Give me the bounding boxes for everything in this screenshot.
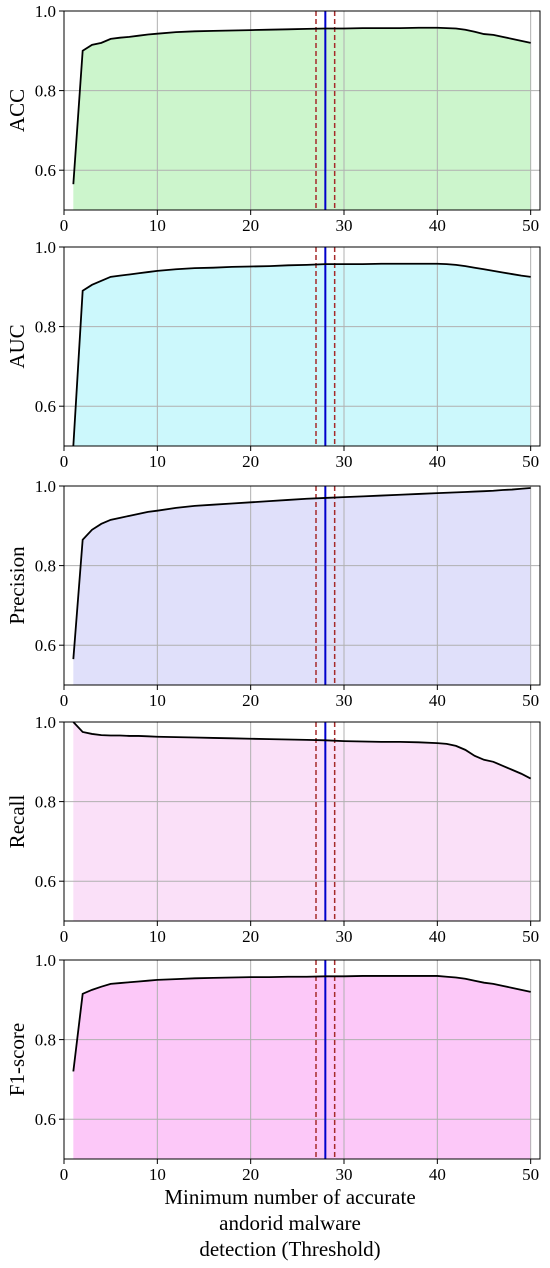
x-tick-label: 20 xyxy=(242,1165,259,1184)
x-tick-label: 0 xyxy=(60,927,69,946)
x-tick-label: 20 xyxy=(242,452,259,471)
area-fill xyxy=(73,27,531,210)
y-axis-title: ACC xyxy=(5,89,29,132)
y-tick-label: 0.6 xyxy=(35,872,56,891)
y-tick-label: 0.8 xyxy=(35,82,56,101)
x-tick-label: 0 xyxy=(60,216,69,235)
x-tick-label: 20 xyxy=(242,216,259,235)
y-tick-label: 0.6 xyxy=(35,1110,56,1129)
y-tick-label: 0.8 xyxy=(35,793,56,812)
area-fill xyxy=(73,722,531,921)
x-axis-title: Minimum number of accurate andorid malwa… xyxy=(164,1185,415,1261)
panel-1: 0 10 20 30 40 50 0.6 0.8 1.0 ACC xyxy=(5,2,541,235)
y-tick-label: 1.0 xyxy=(35,238,56,257)
x-tick-label: 50 xyxy=(522,1165,539,1184)
series-line xyxy=(72,26,531,185)
axes-frame xyxy=(63,959,541,1160)
x-tick-label: 20 xyxy=(242,691,259,710)
panel-4: 0 10 20 30 40 50 0.6 0.8 1.0 Recall xyxy=(5,713,541,946)
panel-5: 0 10 20 30 40 50 0.6 0.8 1.0 F1-score xyxy=(5,951,541,1184)
area-fill xyxy=(73,975,531,1159)
y-axis-title: Precision xyxy=(5,546,29,625)
y-tick-label: 1.0 xyxy=(35,477,56,496)
x-tick-label: 0 xyxy=(60,691,69,710)
x-tick-label: 20 xyxy=(242,927,259,946)
axes-frame xyxy=(63,10,541,211)
x-tick-label: 50 xyxy=(522,927,539,946)
axes-frame xyxy=(63,721,541,922)
x-tick-label: 30 xyxy=(336,691,353,710)
y-tick-label: 1.0 xyxy=(35,2,56,21)
x-tick-label: 30 xyxy=(336,452,353,471)
x-tick-label: 10 xyxy=(149,691,166,710)
x-tick-label: 30 xyxy=(336,927,353,946)
panels: 0 10 20 30 40 50 0.6 0.8 1.0 ACC 0 10 20 30 40 50 0.6 0.8… xyxy=(5,2,541,1184)
x-axis-title-line-1: Minimum number of accurate xyxy=(164,1185,415,1209)
x-tick-label: 50 xyxy=(522,216,539,235)
panel-3: 0 10 20 30 40 50 0.6 0.8 1.0 Precision xyxy=(5,477,541,710)
series-line xyxy=(72,975,531,1072)
area-fill xyxy=(73,487,531,685)
x-tick-label: 0 xyxy=(60,452,69,471)
x-tick-label: 10 xyxy=(149,1165,166,1184)
y-tick-label: 1.0 xyxy=(35,713,56,732)
series-line xyxy=(72,262,531,447)
x-axis-title-line-2: andorid malware xyxy=(219,1211,361,1235)
x-tick-label: 30 xyxy=(336,1165,353,1184)
series-line xyxy=(72,487,531,660)
x-tick-label: 30 xyxy=(336,216,353,235)
axes-frame xyxy=(63,485,541,686)
y-tick-label: 0.8 xyxy=(35,557,56,576)
y-tick-label: 0.8 xyxy=(35,318,56,337)
x-tick-label: 40 xyxy=(429,1165,446,1184)
area-fill xyxy=(73,263,531,446)
x-tick-label: 0 xyxy=(60,1165,69,1184)
x-tick-label: 10 xyxy=(149,452,166,471)
x-tick-label: 40 xyxy=(429,216,446,235)
panel-2: 0 10 20 30 40 50 0.6 0.8 1.0 AUC xyxy=(5,238,541,471)
x-tick-label: 50 xyxy=(522,691,539,710)
y-axis-title: Recall xyxy=(5,795,29,849)
x-tick-label: 40 xyxy=(429,691,446,710)
axes-frame xyxy=(63,246,541,447)
y-tick-label: 0.8 xyxy=(35,1031,56,1050)
series-line xyxy=(72,721,532,780)
x-tick-label: 10 xyxy=(149,927,166,946)
x-tick-label: 40 xyxy=(429,452,446,471)
x-tick-label: 40 xyxy=(429,927,446,946)
y-tick-label: 1.0 xyxy=(35,951,56,970)
x-tick-label: 10 xyxy=(149,216,166,235)
x-tick-label: 50 xyxy=(522,452,539,471)
y-tick-label: 0.6 xyxy=(35,636,56,655)
y-axis-title: F1-score xyxy=(5,1023,29,1096)
y-tick-label: 0.6 xyxy=(35,397,56,416)
y-tick-label: 0.6 xyxy=(35,161,56,180)
x-axis-title-line-3: detection (Threshold) xyxy=(199,1237,380,1261)
y-axis-title: AUC xyxy=(5,324,29,368)
